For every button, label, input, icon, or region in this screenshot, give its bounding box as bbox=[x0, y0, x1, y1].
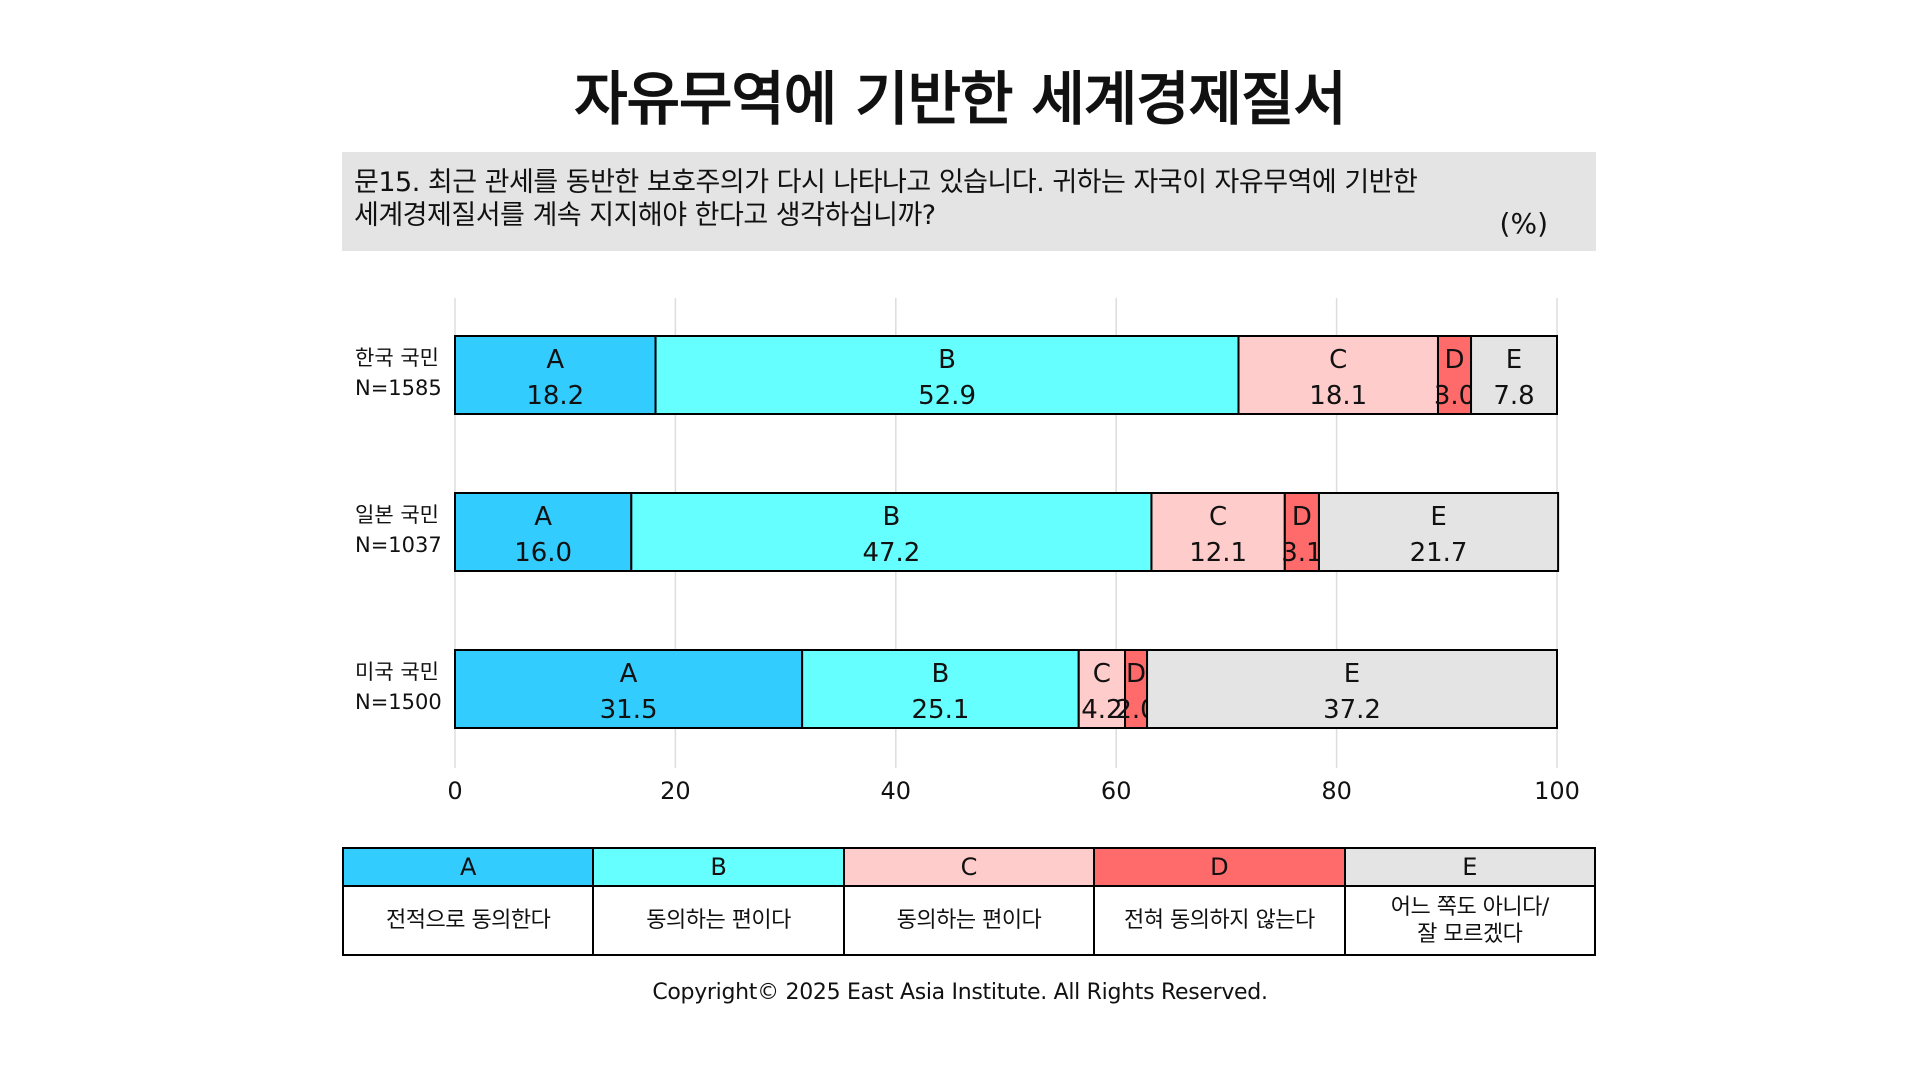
segment-code-label: D bbox=[1292, 502, 1312, 532]
segment-code-label: E bbox=[1344, 659, 1360, 689]
segment-code-label: D bbox=[1126, 659, 1146, 689]
legend-label-b: 동의하는 편이다 bbox=[592, 885, 845, 956]
question-text: 문15. 최근 관세를 동반한 보호주의가 다시 나타나고 있습니다. 귀하는 … bbox=[354, 166, 1454, 232]
bar-segment bbox=[630, 492, 1153, 572]
legend-table: A B C D E 전적으로 동의한다 동의하는 편이다 동의하는 편이다 전혀… bbox=[341, 847, 1597, 956]
legend-label-d: 전혀 동의하지 않는다 bbox=[1093, 885, 1346, 956]
bar-segment bbox=[1150, 492, 1286, 572]
bar-segment bbox=[1146, 649, 1559, 729]
segment-value-label: 47.2 bbox=[862, 538, 920, 568]
segment-code-label: A bbox=[534, 502, 552, 532]
segment-code-label: B bbox=[882, 502, 900, 532]
segment-code-label: D bbox=[1444, 345, 1464, 375]
question-box: 문15. 최근 관세를 동반한 보호주의가 다시 나타나고 있습니다. 귀하는 … bbox=[342, 152, 1596, 251]
legend-labels-row: 전적으로 동의한다 동의하는 편이다 동의하는 편이다 전혀 동의하지 않는다 … bbox=[341, 885, 1597, 956]
question-line-1: 문15. 최근 관세를 동반한 보호주의가 다시 나타나고 있습니다. 귀하는 … bbox=[354, 167, 1418, 198]
category-label: 미국 국민 bbox=[355, 660, 439, 684]
copyright: Copyright© 2025 East Asia Institute. All… bbox=[652, 980, 1268, 1005]
segment-code-label: B bbox=[932, 659, 950, 689]
legend-label-c: 동의하는 편이다 bbox=[842, 885, 1096, 956]
segment-code-label: C bbox=[1209, 502, 1227, 532]
segment-value-label: 52.9 bbox=[918, 381, 976, 411]
segment-value-label: 31.5 bbox=[600, 695, 658, 725]
question-line-2: 세계경제질서를 계속 지지해야 한다고 생각하십니까? bbox=[354, 200, 936, 231]
legend-codes-row: A B C D E bbox=[341, 847, 1597, 887]
category-n-label: N=1500 bbox=[355, 690, 442, 714]
legend-label-e: 어느 쪽도 아니다/ 잘 모르겠다 bbox=[1343, 885, 1597, 956]
category-label: 한국 국민 bbox=[355, 346, 439, 370]
legend-code-d: D bbox=[1093, 847, 1346, 887]
legend-code-c: C bbox=[842, 847, 1096, 887]
legend-label-e-line-1: 어느 쪽도 아니다/ bbox=[1390, 894, 1550, 920]
bar-segment bbox=[454, 335, 657, 415]
segment-value-label: 3.1 bbox=[1281, 538, 1322, 568]
segment-code-label: A bbox=[546, 345, 564, 375]
legend-label-a: 전적으로 동의한다 bbox=[341, 885, 595, 956]
bar-segment bbox=[1470, 335, 1558, 415]
x-tick-label: 20 bbox=[660, 777, 691, 805]
segment-code-label: C bbox=[1093, 659, 1111, 689]
segment-code-label: E bbox=[1506, 345, 1522, 375]
category-n-label: N=1585 bbox=[355, 376, 442, 400]
segment-value-label: 12.1 bbox=[1189, 538, 1247, 568]
bar-segment bbox=[1317, 492, 1560, 572]
category-label: 일본 국민 bbox=[355, 503, 439, 527]
bar-segment bbox=[801, 649, 1080, 729]
legend-code-a: A bbox=[341, 847, 595, 887]
bar-segment bbox=[454, 492, 633, 572]
category-n-label: N=1037 bbox=[355, 533, 442, 557]
segment-value-label: 7.8 bbox=[1493, 381, 1534, 411]
segment-code-label: C bbox=[1329, 345, 1347, 375]
x-tick-label: 100 bbox=[1534, 777, 1580, 805]
legend-code-e: E bbox=[1343, 847, 1597, 887]
unit-label: (%) bbox=[1499, 207, 1548, 240]
segment-value-label: 25.1 bbox=[911, 695, 969, 725]
bar-segment bbox=[1237, 335, 1439, 415]
x-tick-label: 80 bbox=[1321, 777, 1352, 805]
bar-segment bbox=[1077, 649, 1127, 729]
segment-value-label: 18.2 bbox=[526, 381, 584, 411]
legend-code-b: B bbox=[592, 847, 845, 887]
bar-segment bbox=[454, 649, 804, 729]
segment-value-label: 4.2 bbox=[1081, 695, 1122, 725]
segment-code-label: A bbox=[620, 659, 638, 689]
bar-segment bbox=[654, 335, 1240, 415]
chart-title: 자유무역에 기반한 세계경제질서 bbox=[574, 65, 1346, 133]
segment-code-label: B bbox=[938, 345, 956, 375]
legend-label-e-line-2: 잘 모르겠다 bbox=[1417, 921, 1523, 947]
x-tick-label: 60 bbox=[1101, 777, 1132, 805]
segment-code-label: E bbox=[1430, 502, 1446, 532]
segment-value-label: 18.1 bbox=[1309, 381, 1367, 411]
segment-value-label: 37.2 bbox=[1323, 695, 1381, 725]
segment-value-label: 21.7 bbox=[1410, 538, 1468, 568]
segment-value-label: 3.0 bbox=[1434, 381, 1475, 411]
x-tick-label: 40 bbox=[881, 777, 912, 805]
segment-value-label: 16.0 bbox=[514, 538, 572, 568]
x-tick-label: 0 bbox=[447, 777, 462, 805]
